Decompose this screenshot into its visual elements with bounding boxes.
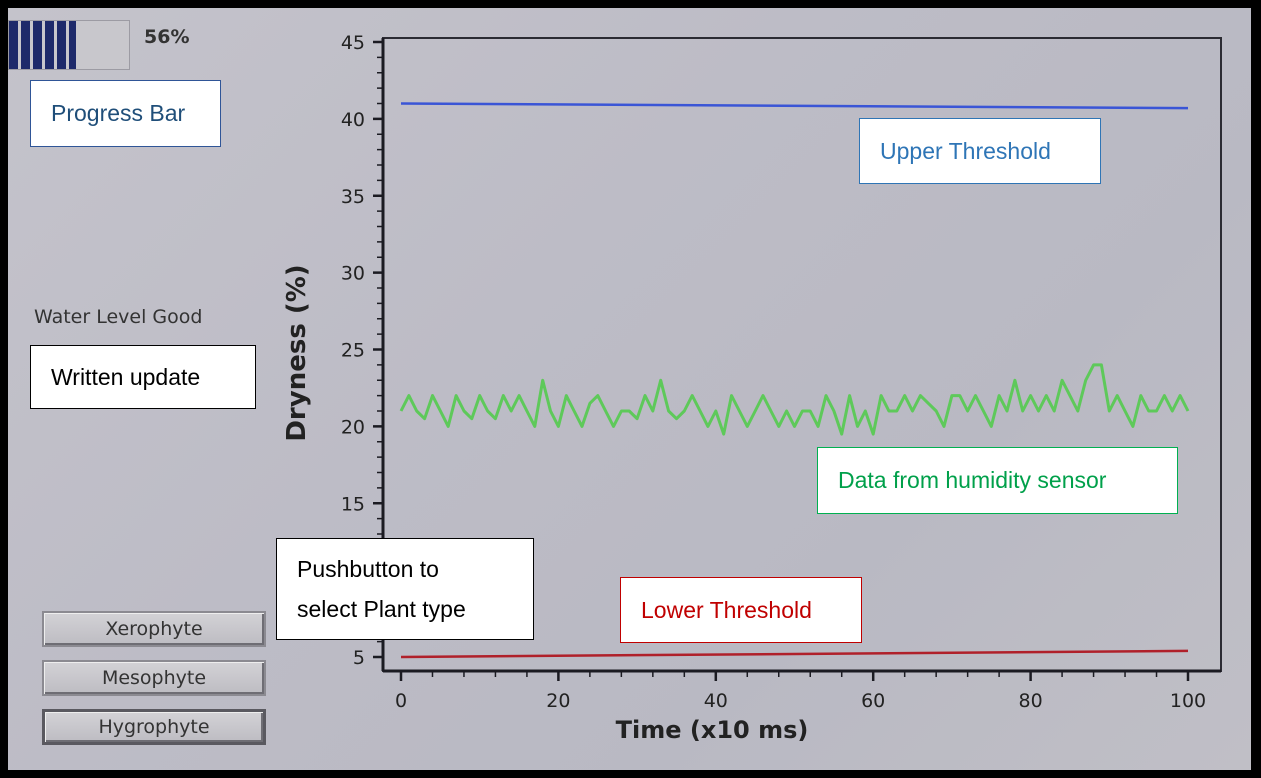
status-text: Water Level Good [34, 306, 203, 328]
y-tick-label: 35 [341, 186, 365, 208]
annotation-sensor-data-text: Data from humidity sensor [838, 467, 1107, 493]
mesophyte-button[interactable]: Mesophyte [42, 660, 266, 696]
annotation-sensor-data: Data from humidity sensor [817, 447, 1178, 514]
y-tick-label: 20 [341, 416, 365, 438]
annotation-written-update: Written update [30, 345, 256, 409]
y-tick-label: 15 [341, 493, 365, 515]
x-tick-label: 60 [861, 690, 885, 712]
annotation-lower-threshold-text: Lower Threshold [641, 596, 812, 623]
x-tick-label: 80 [1019, 690, 1043, 712]
hygrophyte-button[interactable]: Hygrophyte [42, 709, 266, 745]
y-tick-label: 40 [341, 109, 365, 131]
y-axis-label: Dryness (%) [282, 264, 312, 441]
annotation-lower-threshold: Lower Threshold [620, 577, 862, 643]
y-tick-label: 30 [341, 263, 365, 285]
sensor-series-line [399, 363, 1190, 436]
upper-series-line [400, 102, 1189, 110]
x-tick-label: 0 [395, 690, 407, 712]
xerophyte-button[interactable]: Xerophyte [42, 611, 266, 647]
annotation-pushbutton: Pushbutton to select Plant type [276, 538, 534, 640]
y-tick-label: 45 [341, 32, 365, 54]
water-progress-bar [8, 20, 130, 70]
progress-percent: 56% [144, 26, 190, 48]
annotation-pushbutton-line1: Pushbutton to [297, 556, 439, 582]
x-tick-label: 20 [546, 690, 570, 712]
annotation-upper-threshold-text: Upper Threshold [880, 137, 1051, 164]
lower-series-line [400, 649, 1189, 659]
x-tick-label: 40 [704, 690, 728, 712]
y-tick-label: 25 [341, 340, 365, 362]
annotation-upper-threshold: Upper Threshold [859, 118, 1101, 184]
annotation-progress-bar-text: Progress Bar [51, 100, 186, 126]
annotation-progress-bar: Progress Bar [30, 80, 221, 147]
annotation-written-update-text: Written update [51, 363, 201, 390]
y-tick-label: 5 [353, 647, 365, 669]
x-tick-label: 100 [1170, 690, 1206, 712]
dryness-chart: 5 15 20 25 30 35 40 45 0 20 40 60 80 100 Time (x10 ms)… [282, 32, 1222, 744]
progress-fill [9, 21, 77, 69]
x-axis-label: Time (x10 ms) [616, 716, 809, 744]
annotation-pushbutton-line2: select Plant type [297, 596, 466, 622]
